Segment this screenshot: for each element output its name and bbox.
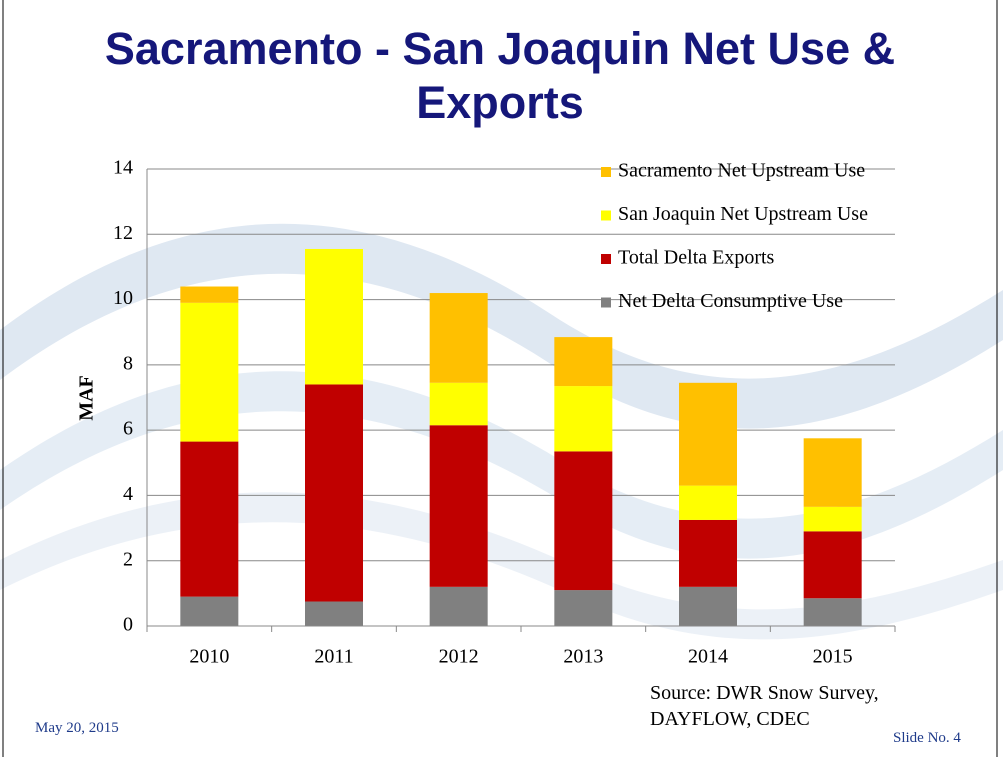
bar-segment (554, 386, 613, 452)
bar-segment (679, 519, 737, 587)
x-tick-label: 2010 (189, 646, 229, 668)
bar-segment (180, 286, 239, 303)
bar-segment (180, 302, 239, 442)
bar-segment (305, 601, 363, 626)
bar-segment (803, 531, 862, 599)
y-tick-label: 2 (123, 548, 133, 570)
bar-segment (429, 586, 488, 626)
bar-segment (803, 438, 862, 507)
source-note: Source: DWR Snow Survey, DAYFLOW, CDEC (650, 682, 879, 730)
legend-swatch (601, 210, 611, 221)
bar-segment (429, 293, 488, 383)
bar-segment (305, 248, 363, 385)
legend-swatch (601, 254, 611, 264)
y-tick-label: 8 (123, 352, 133, 374)
bar-segment (803, 506, 862, 532)
legend-swatch (601, 297, 611, 308)
slide-number: Slide No. 4 (893, 730, 961, 746)
y-tick-label: 0 (123, 614, 133, 636)
bar-segment (180, 441, 239, 597)
x-tick-label: 2012 (439, 646, 479, 668)
slide-title: Sacramento - San Joaquin Net Use & Expor… (104, 23, 896, 128)
y-tick-label: 14 (113, 157, 133, 179)
x-tick-label: 2013 (563, 646, 603, 668)
legend-label: Net Delta Consumptive Use (618, 290, 843, 312)
bar-segment (803, 598, 862, 626)
y-tick-label: 12 (113, 222, 133, 244)
legend-label: Total Delta Exports (618, 247, 775, 269)
bar-segment (180, 596, 239, 626)
bar-segment (554, 451, 613, 591)
bar-segment (679, 586, 737, 626)
legend-label: San Joaquin Net Upstream Use (618, 203, 868, 225)
bar-segment (679, 485, 737, 520)
bar-segment (429, 425, 488, 587)
legend-swatch (601, 167, 611, 177)
date: May 20, 2015 (35, 720, 119, 736)
bar-segment (305, 384, 363, 602)
legend-label: Sacramento Net Upstream Use (618, 160, 865, 182)
x-tick-label: 2015 (813, 646, 853, 668)
x-tick-label: 2014 (688, 646, 728, 668)
y-tick-label: 10 (113, 287, 133, 309)
y-tick-label: 4 (123, 483, 133, 505)
bar-segment (679, 382, 737, 486)
bar-segment (429, 382, 488, 426)
bar-segment (554, 590, 613, 626)
y-tick-label: 6 (123, 418, 133, 440)
y-axis-label: MAF (76, 375, 98, 421)
bar-segment (554, 337, 613, 387)
background-waves (0, 223, 1003, 640)
x-tick-label: 2011 (314, 646, 353, 668)
